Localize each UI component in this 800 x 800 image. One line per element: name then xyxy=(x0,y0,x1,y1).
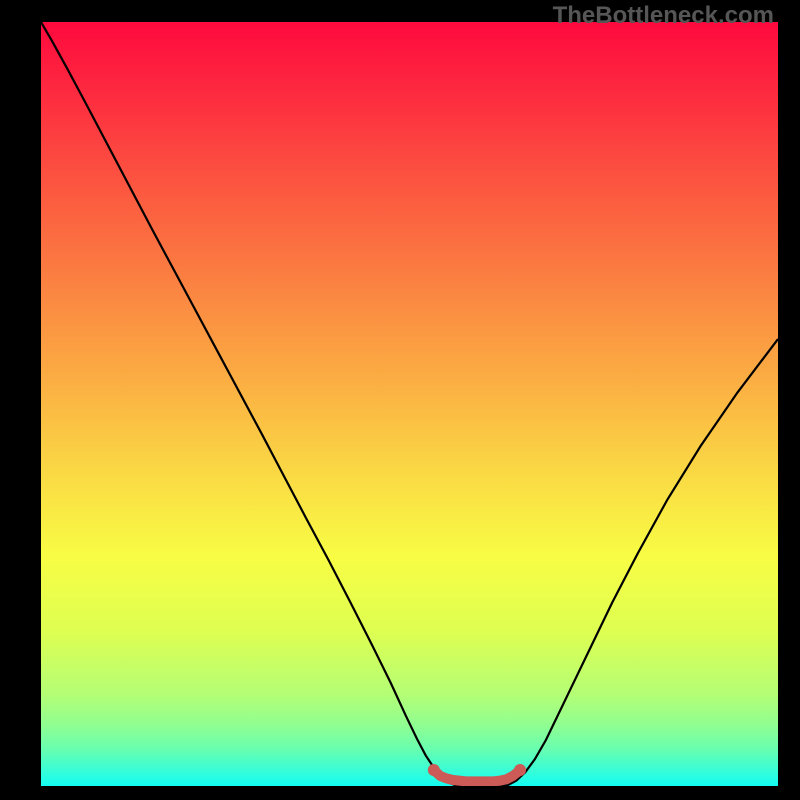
watermark-text: TheBottleneck.com xyxy=(553,2,774,30)
chart-frame: TheBottleneck.com xyxy=(0,0,800,800)
border-bottom xyxy=(0,786,800,800)
border-left xyxy=(0,0,41,800)
accent-endpoint-left xyxy=(428,764,440,776)
accent-endpoint-right xyxy=(514,764,526,776)
curve-layer xyxy=(41,22,778,786)
border-right xyxy=(778,0,800,800)
bottom-accent-curve xyxy=(435,771,518,781)
bottleneck-curve xyxy=(41,22,778,786)
plot-area xyxy=(41,22,778,786)
